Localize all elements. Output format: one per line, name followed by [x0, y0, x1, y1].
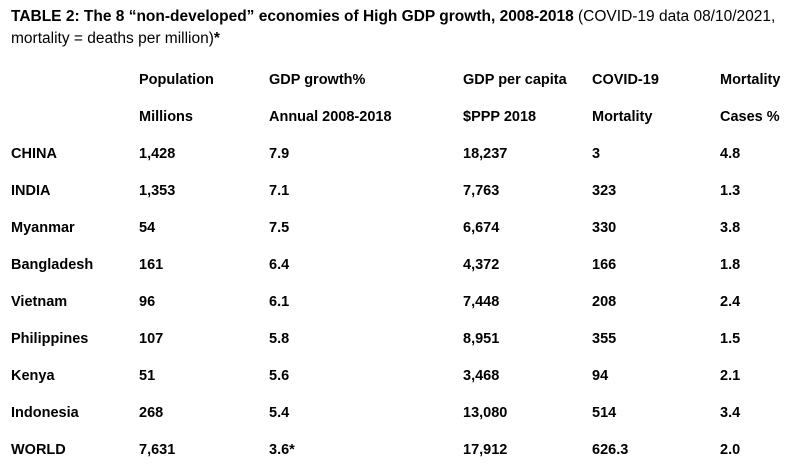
gdp-per-capita-cell: 6,674 [463, 217, 499, 239]
country-cell: Kenya [11, 365, 55, 387]
header-covid: COVID-19 [592, 69, 659, 91]
table-row: Indonesia 268 5.4 13,080 514 3.4 [0, 402, 800, 424]
gdp-per-capita-cell: 4,372 [463, 254, 499, 276]
table-row: Philippines 107 5.8 8,951 355 1.5 [0, 328, 800, 350]
table-row: Vietnam 96 6.1 7,448 208 2.4 [0, 291, 800, 313]
gdp-growth-cell: 6.1 [269, 291, 289, 313]
gdp-growth-cell: 7.9 [269, 143, 289, 165]
gdp-growth-cell: 7.5 [269, 217, 289, 239]
header-mortality: Mortality [720, 69, 780, 91]
gdp-growth-cell: 5.4 [269, 402, 289, 424]
gdp-per-capita-cell: 7,763 [463, 180, 499, 202]
caption-asterisk: * [214, 30, 220, 47]
header-gdp-per-capita: GDP per capita [463, 69, 567, 91]
table-row: Bangladesh 161 6.4 4,372 166 1.8 [0, 254, 800, 276]
gdp-per-capita-cell: 18,237 [463, 143, 507, 165]
table-caption: TABLE 2: The 8 “non-developed” economies… [11, 6, 791, 50]
population-cell: 7,631 [139, 439, 175, 461]
table-row-world: WORLD 7,631 3.6* 17,912 626.3 2.0 [0, 439, 800, 461]
covid-mortality-cell: 3 [592, 143, 600, 165]
gdp-per-capita-cell: 17,912 [463, 439, 507, 461]
gdp-growth-cell: 5.8 [269, 328, 289, 350]
header-gdp-growth: GDP growth% [269, 69, 365, 91]
country-cell: Vietnam [11, 291, 67, 313]
covid-mortality-cell: 355 [592, 328, 616, 350]
population-cell: 96 [139, 291, 155, 313]
table-row: Myanmar 54 7.5 6,674 330 3.8 [0, 217, 800, 239]
country-cell: CHINA [11, 143, 57, 165]
mortality-cases-cell: 2.1 [720, 365, 740, 387]
table-row: Kenya 51 5.6 3,468 94 2.1 [0, 365, 800, 387]
table-header-line-2: Millions Annual 2008-2018 $PPP 2018 Mort… [0, 106, 800, 128]
mortality-cases-cell: 3.4 [720, 402, 740, 424]
gdp-per-capita-cell: 3,468 [463, 365, 499, 387]
country-cell: Philippines [11, 328, 88, 350]
mortality-cases-cell: 1.8 [720, 254, 740, 276]
covid-mortality-cell: 514 [592, 402, 616, 424]
header-gdp-per-capita-unit: $PPP 2018 [463, 106, 536, 128]
mortality-cases-cell: 3.8 [720, 217, 740, 239]
gdp-growth-cell: 6.4 [269, 254, 289, 276]
population-cell: 1,353 [139, 180, 175, 202]
covid-mortality-cell: 323 [592, 180, 616, 202]
population-cell: 1,428 [139, 143, 175, 165]
gdp-per-capita-cell: 13,080 [463, 402, 507, 424]
header-population-unit: Millions [139, 106, 193, 128]
covid-mortality-cell: 330 [592, 217, 616, 239]
table-header-line-1: Population GDP growth% GDP per capita CO… [0, 69, 800, 91]
country-cell: Bangladesh [11, 254, 93, 276]
population-cell: 107 [139, 328, 163, 350]
mortality-cases-cell: 1.3 [720, 180, 740, 202]
mortality-cases-cell: 1.5 [720, 328, 740, 350]
header-mortality-unit: Cases % [720, 106, 780, 128]
population-cell: 161 [139, 254, 163, 276]
covid-mortality-cell: 626.3 [592, 439, 628, 461]
gdp-per-capita-cell: 7,448 [463, 291, 499, 313]
population-cell: 54 [139, 217, 155, 239]
header-gdp-growth-unit: Annual 2008-2018 [269, 106, 392, 128]
country-cell: Myanmar [11, 217, 75, 239]
gdp-growth-cell: 5.6 [269, 365, 289, 387]
mortality-cases-cell: 2.0 [720, 439, 740, 461]
header-covid-unit: Mortality [592, 106, 652, 128]
country-cell: Indonesia [11, 402, 79, 424]
country-cell: WORLD [11, 439, 66, 461]
country-cell: INDIA [11, 180, 50, 202]
gdp-per-capita-cell: 8,951 [463, 328, 499, 350]
covid-mortality-cell: 166 [592, 254, 616, 276]
mortality-cases-cell: 4.8 [720, 143, 740, 165]
population-cell: 51 [139, 365, 155, 387]
covid-mortality-cell: 94 [592, 365, 608, 387]
caption-title: TABLE 2: The 8 “non-developed” economies… [11, 8, 574, 25]
covid-mortality-cell: 208 [592, 291, 616, 313]
table-row: CHINA 1,428 7.9 18,237 3 4.8 [0, 143, 800, 165]
header-population: Population [139, 69, 214, 91]
table-row: INDIA 1,353 7.1 7,763 323 1.3 [0, 180, 800, 202]
gdp-growth-cell: 7.1 [269, 180, 289, 202]
mortality-cases-cell: 2.4 [720, 291, 740, 313]
gdp-growth-cell: 3.6* [269, 439, 295, 461]
population-cell: 268 [139, 402, 163, 424]
